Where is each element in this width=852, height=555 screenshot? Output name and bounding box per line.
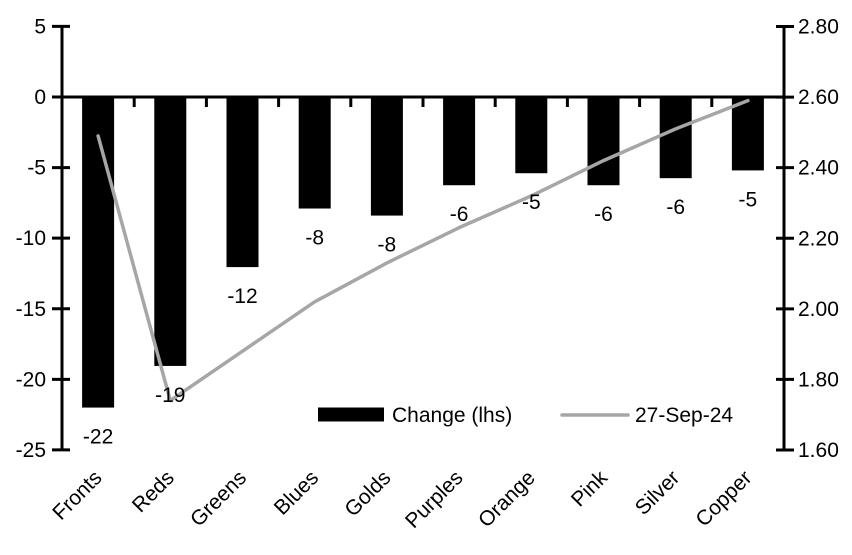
bar-data-label: -19 — [155, 384, 185, 407]
right-axis-tick-label: 2.80 — [798, 16, 839, 39]
bar-data-label: -8 — [305, 227, 324, 250]
bar-data-label: -12 — [227, 285, 257, 308]
bar-pink — [587, 98, 620, 186]
left-axis-tick-label: -10 — [16, 227, 46, 250]
left-axis-tick-label: -25 — [16, 439, 46, 462]
right-axis-tick-label: 2.40 — [798, 157, 839, 180]
bar-purples — [443, 98, 476, 186]
bar-blues — [298, 98, 331, 209]
bar-data-label: -22 — [83, 426, 113, 449]
bar-golds — [370, 98, 403, 216]
bar-orange — [515, 98, 548, 174]
right-axis-tick-label: 1.80 — [798, 368, 839, 391]
bar-data-label: -6 — [450, 203, 469, 226]
bar-reds — [154, 98, 187, 366]
bar-fronts — [82, 98, 115, 408]
legend-bar-swatch — [318, 407, 384, 422]
right-axis-tick-label: 2.60 — [798, 86, 839, 109]
left-axis-tick-label: -20 — [16, 368, 46, 391]
bar-data-label: -6 — [666, 196, 685, 219]
right-axis-tick-label: 2.00 — [798, 298, 839, 321]
bar-silver — [659, 98, 692, 179]
right-axis-tick-label: 2.20 — [798, 227, 839, 250]
bar-data-label: -6 — [594, 203, 613, 226]
left-axis-tick-label: -15 — [16, 298, 46, 321]
bar-data-label: -5 — [522, 191, 541, 214]
bar-copper — [731, 98, 764, 171]
bar-data-label: -5 — [739, 188, 758, 211]
left-axis-tick-label: 5 — [34, 15, 46, 38]
right-axis-tick-label: 1.60 — [798, 439, 839, 462]
legend-label-27-sep-24: 27-Sep-24 — [635, 404, 733, 427]
bar-data-label: -8 — [378, 234, 397, 257]
left-axis-tick-label: 0 — [34, 86, 46, 109]
line-series-27-sep-24 — [96, 98, 750, 403]
left-axis-tick-label: -5 — [27, 157, 46, 180]
legend-label-change-lhs: Change (lhs) — [392, 404, 512, 427]
bar-greens — [226, 98, 259, 268]
